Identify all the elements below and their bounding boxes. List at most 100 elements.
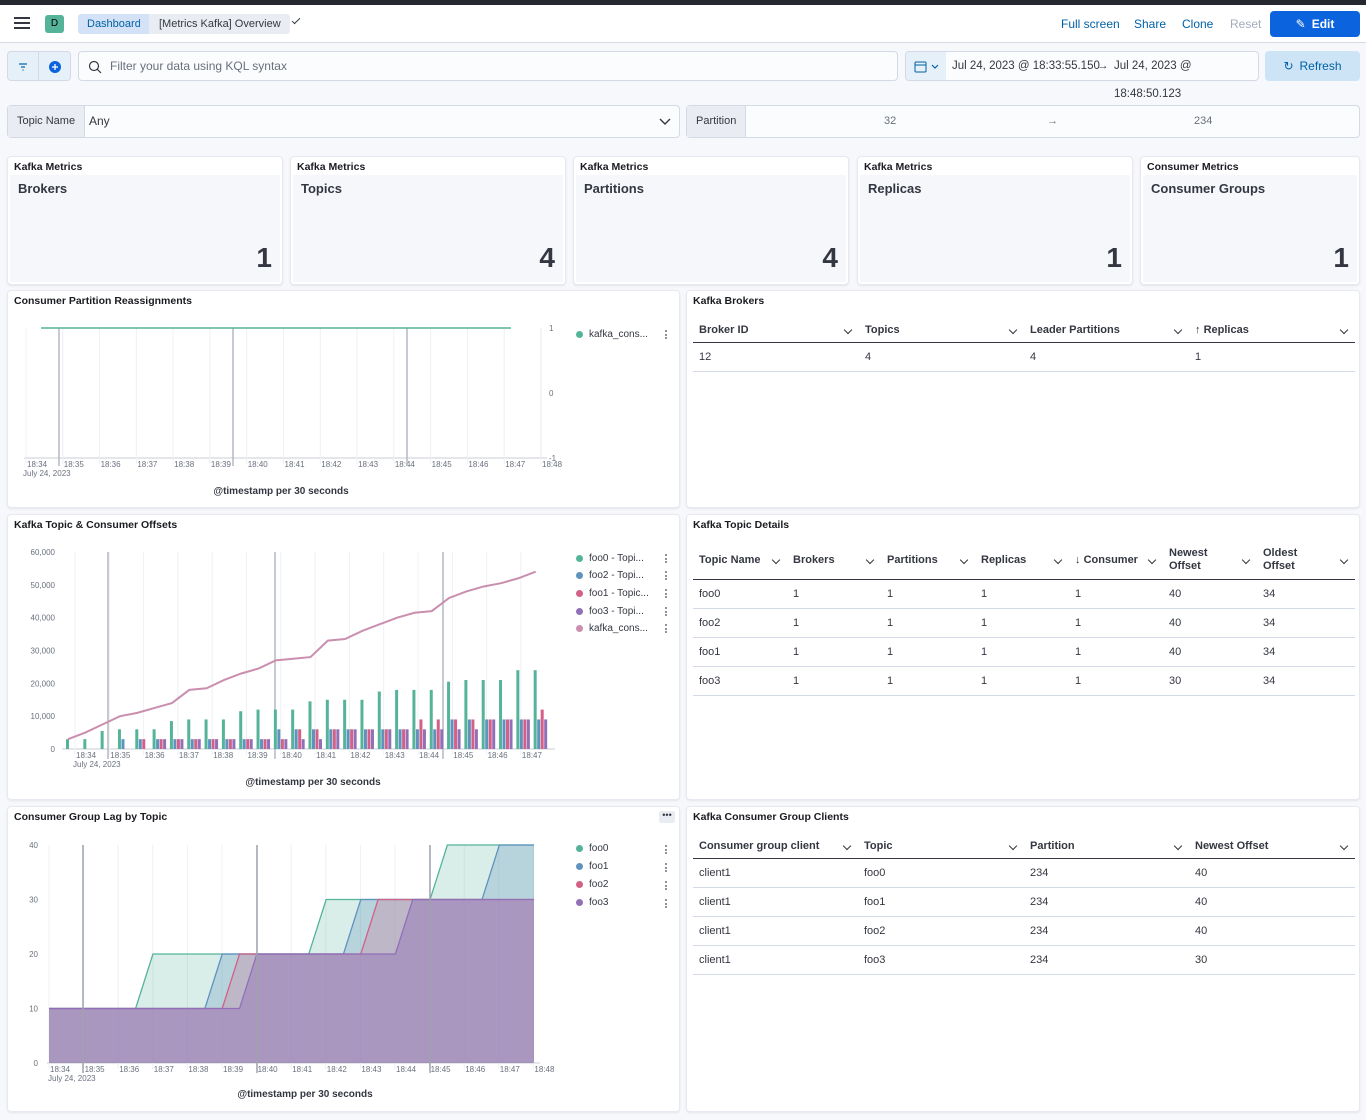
legend-item[interactable]: foo1 - Topic... (576, 588, 649, 599)
end-date[interactable]: Jul 24, 2023 @ 18:48:50.123 (1114, 60, 1192, 100)
column-header[interactable]: Topic (858, 834, 1024, 859)
legend-menu-icon[interactable] (665, 863, 668, 872)
partition-min[interactable]: 32 (884, 115, 897, 127)
column-header[interactable]: Brokers (787, 542, 881, 580)
chevron-down-icon[interactable] (1147, 555, 1157, 565)
breadcrumb-dashboard[interactable]: Dashboard (78, 14, 155, 34)
chevron-down-icon[interactable] (1339, 325, 1349, 335)
chevron-down-icon[interactable] (843, 325, 853, 335)
legend-item[interactable]: kafka_cons... (576, 329, 648, 340)
partition-control[interactable]: Partition 32 → 234 (686, 105, 1360, 138)
space-avatar[interactable]: D (45, 15, 64, 33)
quick-menu-button[interactable] (905, 51, 947, 81)
chevron-down-icon[interactable] (1008, 841, 1018, 851)
column-header[interactable]: Partition (1024, 834, 1189, 859)
top-strip (0, 0, 1366, 5)
reset-link[interactable]: Reset (1230, 17, 1262, 31)
bar (516, 670, 520, 749)
date-range-picker[interactable]: Jul 24, 2023 @ 18:33:55.150 → Jul 24, 20… (946, 51, 1259, 100)
x-tick-label: 18:46 (468, 460, 489, 469)
table-cell: foo2 (858, 916, 1024, 946)
column-header[interactable]: ↓ Consumer (1069, 542, 1163, 580)
chevron-down-icon[interactable] (1173, 325, 1183, 335)
panel-title: Kafka Metrics (14, 161, 83, 173)
menu-icon[interactable] (14, 17, 30, 29)
series-area (49, 899, 534, 1063)
chevron-down-icon[interactable] (865, 555, 875, 565)
chevron-down-icon[interactable] (959, 555, 969, 565)
column-header[interactable]: Newest Offset (1163, 542, 1257, 580)
legend-menu-icon[interactable] (665, 624, 668, 633)
topic-name-control[interactable]: Topic Name Any (7, 105, 680, 138)
table-cell: 30 (1163, 666, 1257, 696)
metric-value: 4 (539, 242, 555, 273)
panel-options-icon[interactable]: ••• (659, 811, 675, 823)
topic-name-value[interactable]: Any (89, 114, 110, 128)
x-tick-label: 18:35 (110, 751, 131, 760)
chevron-down-icon[interactable] (1241, 555, 1251, 565)
legend-menu-icon[interactable] (665, 589, 668, 598)
start-date[interactable]: Jul 24, 2023 @ 18:33:55.150 (952, 60, 1100, 72)
reassignments-chart[interactable]: 18:34 18:35 18:36 18:37 18:38 18:39 18:40 18:41… (8, 291, 681, 509)
filter-menu-button[interactable] (7, 51, 39, 81)
chevron-down-icon[interactable] (1339, 841, 1349, 851)
check-icon[interactable] (291, 15, 301, 25)
column-label: Newest Offset (1195, 839, 1269, 852)
column-header[interactable]: Consumer group client (693, 834, 858, 859)
column-header[interactable]: Partitions (881, 542, 975, 580)
legend-menu-icon[interactable] (665, 881, 668, 890)
column-header[interactable]: Replicas (975, 542, 1069, 580)
kql-search-input[interactable]: Filter your data using KQL syntax (78, 51, 898, 81)
chevron-down-icon[interactable] (1008, 325, 1018, 335)
add-filter-button[interactable] (39, 51, 71, 81)
bar (384, 729, 388, 749)
legend-item[interactable]: foo1 (576, 861, 608, 872)
column-label: Topics (865, 323, 900, 336)
chevron-down-icon[interactable] (1173, 841, 1183, 851)
column-header[interactable]: Oldest Offset (1257, 542, 1355, 580)
topic-details-table: Topic Name Brokers Partitions Replicas ↓… (693, 542, 1355, 696)
topic-name-label: Topic Name (8, 106, 86, 137)
chevron-down-icon[interactable] (659, 117, 671, 127)
chevron-down-icon[interactable] (1339, 555, 1349, 565)
column-label: Consumer group client (699, 839, 820, 852)
legend-menu-icon[interactable] (665, 845, 668, 854)
column-header[interactable]: Topic Name (693, 542, 787, 580)
share-link[interactable]: Share (1134, 17, 1167, 31)
legend-menu-icon[interactable] (665, 554, 668, 563)
table-cell: foo1 (693, 637, 787, 667)
metric-panel-topics: Kafka Metrics Topics 4 (290, 156, 566, 285)
offsets-chart[interactable]: 18:34 18:35 18:36 18:37 18:38 18:39 18:40 18:41… (8, 515, 681, 801)
legend-item[interactable]: foo3 - Topi... (576, 606, 644, 617)
bar (83, 739, 87, 749)
column-header[interactable]: Leader Partitions (1024, 318, 1189, 343)
legend-menu-icon[interactable] (665, 330, 668, 339)
chevron-down-icon[interactable] (842, 841, 852, 851)
bar (519, 719, 523, 749)
clone-link[interactable]: Clone (1182, 17, 1214, 31)
legend-item[interactable]: foo2 (576, 879, 608, 890)
refresh-button[interactable]: ↻ Refresh (1265, 51, 1360, 81)
legend-menu-icon[interactable] (665, 607, 668, 616)
legend-menu-icon[interactable] (665, 571, 668, 580)
legend-item[interactable]: foo0 - Topi... (576, 553, 644, 564)
fullscreen-link[interactable]: Full screen (1061, 17, 1120, 31)
legend-dot (576, 554, 583, 562)
column-header[interactable]: ↑ Replicas (1189, 318, 1355, 343)
column-header[interactable]: Topics (859, 318, 1024, 343)
legend-menu-icon[interactable] (665, 899, 668, 908)
chevron-down-icon[interactable] (1053, 555, 1063, 565)
legend-item[interactable]: foo2 - Topi... (576, 570, 644, 581)
legend-item[interactable]: foo3 (576, 897, 608, 908)
partition-max[interactable]: 234 (1194, 115, 1213, 127)
lag-chart[interactable]: 18:34 18:35 18:36 18:37 18:38 18:39 18:40 18:41… (8, 807, 681, 1113)
column-header[interactable]: Newest Offset (1189, 834, 1355, 859)
bar (450, 719, 454, 749)
legend-item[interactable]: foo0 (576, 843, 608, 854)
legend-item[interactable]: kafka_cons... (576, 623, 648, 634)
sort-arrow-up-icon: ↑ (1195, 323, 1204, 336)
chevron-down-icon[interactable] (771, 555, 781, 565)
bar (298, 729, 302, 749)
column-header[interactable]: Broker ID (693, 318, 859, 343)
edit-button[interactable]: ✎ Edit (1270, 11, 1360, 37)
